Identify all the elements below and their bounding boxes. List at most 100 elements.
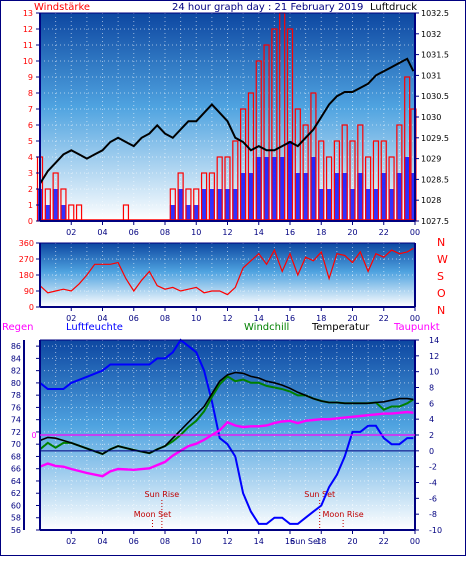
humidity-y-tick-label: 80 [11,379,21,388]
pressure-y-tick-label: 1030 [421,113,441,122]
wind-average-bar [255,157,262,221]
wind-y-tick-label: 9 [28,73,33,82]
wind-average-bar [193,205,200,221]
dewpoint-label: Taupunkt [393,322,440,333]
pressure-y-tick-label: 1028.5 [421,175,449,184]
pressure-y-tick-label: 1029 [421,155,441,164]
wind-average-bar [388,189,395,221]
temp-x-tick-label: 12 [222,537,232,546]
temp-y-tick-label: 12 [429,352,439,361]
temp-y-tick-label: -10 [429,526,442,535]
wind-average-bar [271,157,278,221]
wind-average-bar [333,173,340,221]
page-title: 24 hour graph day : 21 February 2019 [172,2,363,13]
wind-average-bar [349,189,356,221]
humidity-y-tick-label: 86 [11,342,21,351]
wind-average-bar [287,141,293,221]
temp-y-tick-label: 8 [429,384,434,393]
pressure-y-tick-label: 1030.5 [421,92,449,101]
wind-average-bar [357,173,364,221]
temperature-axes: 56586062646668707274767880828486-10-8-6-… [11,336,442,546]
wind-x-tick-label: 10 [191,228,201,237]
wind-direction-line [39,247,414,296]
pressure-y-tick-label: 1032 [421,30,441,39]
windchill-label: Windchill [244,322,289,333]
temp-y-tick-label: 10 [429,368,439,377]
wind-y-tick-label: 4 [28,153,33,162]
rain-label: Regen [2,322,34,333]
winddir-x-tick-label: 20 [347,314,357,323]
humidity-y-tick-label: 84 [11,354,21,363]
wind-average-bar [216,189,223,221]
temp-x-tick-label: 00 [410,537,420,546]
wind-pressure-chart: 0123456789101112131027.510281028.5102910… [23,9,449,237]
dewpoint-line [39,410,414,478]
winddir-x-tick-label: 06 [129,314,139,323]
wind-average-bar [310,157,317,221]
temp-x-tick-label: 18 [316,537,326,546]
wind-average-bar [279,157,286,221]
winddir-x-tick-label: 10 [191,314,201,323]
wind-y-tick-label: 6 [28,121,33,130]
rain-zero-label: 0 [31,431,36,440]
winddir-compass-label: W [437,253,448,266]
temp-x-tick-label: 08 [160,537,170,546]
wind-average-bar [208,189,215,221]
wind-average-bar [169,205,176,221]
wind-average-bar [201,189,208,221]
temp-x-tick-label: 14 [254,537,264,546]
wind-average-bar [177,189,184,221]
winddir-compass-label: S [437,270,444,283]
wind-average-bar [60,205,67,221]
winddir-y-tick-label: 90 [24,287,34,296]
pressure-axis-title: Luftdruck [370,2,417,13]
temp-y-tick-label: 14 [429,336,439,345]
temp-x-tick-label: 02 [66,537,76,546]
wind-x-tick-label: 00 [410,228,420,237]
wind-y-tick-label: 8 [28,89,33,98]
wind-average-bar [52,189,59,221]
temp-x-tick-label: 22 [379,537,389,546]
temp-x-tick-label: 10 [191,537,201,546]
wind-average-bar [247,173,254,221]
humidity-y-tick-label: 60 [11,501,21,510]
humidity-y-tick-label: 58 [11,514,21,523]
wind-average-bar [326,189,333,221]
event-label: Sun Set [304,490,335,499]
pressure-y-tick-label: 1027.5 [421,217,449,226]
wind-y-tick-label: 7 [28,105,33,114]
humidity-y-tick-label: 82 [11,367,21,376]
winddir-x-tick-label: 08 [160,314,170,323]
pressure-y-tick-label: 1029.5 [421,134,449,143]
temperature-label: Temperatur [311,322,370,333]
winddir-y-tick-label: 270 [19,255,34,264]
event-label: Sun Set [290,537,321,546]
pressure-y-tick-label: 1028 [421,196,441,205]
humidity-y-tick-label: 68 [11,452,21,461]
winddir-compass-label: N [437,304,445,317]
humidity-y-tick-label: 66 [11,465,21,474]
wind-y-tick-label: 11 [23,41,33,50]
wind-x-tick-label: 04 [97,228,107,237]
wind-x-tick-label: 12 [222,228,232,237]
temp-x-tick-label: 06 [129,537,139,546]
humidity-y-tick-label: 70 [11,440,21,449]
wind-average-bar [410,173,417,221]
wind-x-tick-label: 06 [129,228,139,237]
wind-y-tick-label: 3 [28,169,33,178]
winddir-y-tick-label: 360 [19,239,34,248]
wind-average-bar [232,189,239,221]
pressure-y-tick-label: 1031 [421,71,441,80]
wind-x-tick-label: 20 [347,228,357,237]
wind-x-tick-label: 16 [285,228,295,237]
wind-average-bars [37,141,417,221]
temp-x-tick-label: 16 [285,537,295,546]
winddir-x-tick-label: 16 [285,314,295,323]
wind-x-tick-label: 18 [316,228,326,237]
humidity-y-tick-label: 72 [11,428,21,437]
temp-x-tick-label: 20 [347,537,357,546]
winddir-x-tick-label: 18 [316,314,326,323]
